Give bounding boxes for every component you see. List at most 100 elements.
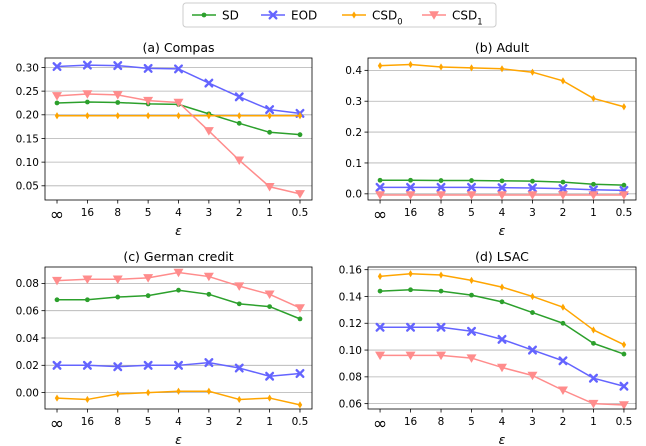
data-point [527, 183, 537, 193]
data-point [113, 362, 123, 372]
legend-label: CSD0 [372, 9, 403, 27]
data-point [375, 322, 385, 332]
data-point [234, 363, 244, 373]
data-point [145, 293, 151, 299]
data-point [527, 191, 538, 200]
series [52, 60, 305, 118]
series [52, 90, 305, 199]
x-tick-label: 0.5 [616, 416, 633, 428]
y-tick-label: 0.10 [339, 345, 362, 357]
data-point [294, 304, 305, 313]
data-point [115, 294, 121, 300]
series [377, 287, 627, 357]
series [54, 287, 303, 322]
data-point [557, 191, 568, 200]
data-point [469, 276, 474, 284]
data-point [591, 340, 596, 346]
data-point [621, 182, 627, 188]
data-point [297, 132, 303, 138]
data-point [436, 182, 446, 192]
x-tick-label: 5 [468, 416, 475, 428]
series [54, 112, 303, 120]
chart-panel: 0.00 0.02 0.04 0.06 0.08 ∞ 16 8 5 4 3 2 1 0.5 (c) Germ… [16, 249, 313, 446]
data-point [499, 65, 505, 73]
data-point [112, 275, 123, 285]
x-axis-label: ε [499, 223, 506, 238]
data-point [469, 64, 474, 72]
x-tick-label: 2 [560, 416, 567, 428]
data-point [54, 297, 60, 303]
series [54, 387, 303, 409]
series [377, 177, 627, 188]
data-point [267, 129, 273, 135]
data-point [591, 181, 596, 187]
legend-marker [351, 11, 357, 19]
data-point [497, 334, 507, 344]
legend-label: CSD1 [452, 9, 483, 27]
data-point [530, 178, 535, 184]
y-tick-label: 0.04 [16, 333, 40, 345]
chart-title: (b) Adult [475, 40, 529, 55]
x-tick-label: 2 [236, 207, 243, 219]
data-point [237, 112, 242, 120]
legend-marker [429, 11, 439, 20]
data-point [436, 191, 447, 200]
data-point [557, 386, 568, 395]
x-tick-label: 3 [529, 207, 536, 219]
series-line [380, 326, 625, 387]
x-tick-label: 3 [206, 416, 213, 428]
data-point [236, 301, 242, 307]
panels: 0.050.100.150.200.250.30∞ 16 8 5 4 3 2 1 0.5(a) … [16, 40, 637, 446]
x-tick-label: 3 [529, 416, 536, 428]
data-point [82, 90, 93, 99]
data-point [82, 275, 93, 285]
chart-panel: 0.05 0.10 0.15 0.20 0.25 0.30 ∞ 16 8 5 4 3 2 1 0.5 (a) … [16, 40, 313, 238]
series [377, 270, 627, 349]
data-point [530, 310, 535, 315]
chart-title: (a) Compas [142, 40, 214, 55]
data-point [466, 191, 477, 200]
data-point [375, 182, 385, 192]
data-point [438, 271, 444, 279]
y-tick-label: 0.12 [339, 318, 362, 330]
data-point [621, 341, 627, 349]
data-point [497, 183, 507, 193]
series [375, 351, 629, 410]
data-point [405, 191, 416, 200]
data-point [264, 182, 275, 192]
chart-title: (c) German credit [123, 249, 233, 264]
legend-entry: CSD1 [422, 9, 483, 27]
data-point [405, 351, 416, 361]
y-tick-label: 0.14 [339, 291, 363, 303]
data-point [560, 320, 566, 326]
data-point [143, 63, 153, 73]
data-point [84, 99, 90, 105]
data-point [237, 395, 242, 404]
data-point [438, 178, 444, 183]
data-point [406, 322, 416, 332]
y-tick-label: 0.20 [16, 110, 39, 122]
data-point [560, 303, 566, 311]
data-point [530, 292, 535, 301]
x-tick-label: 5 [468, 207, 475, 219]
data-point [527, 345, 537, 355]
data-point [436, 322, 446, 332]
y-tick-label: 0.08 [16, 278, 39, 290]
series [375, 182, 629, 195]
x-tick-label: 8 [114, 416, 121, 428]
legend-frame [182, 2, 497, 28]
data-point [234, 92, 244, 102]
data-point [174, 64, 183, 74]
data-point [588, 191, 599, 200]
x-axis-label: ε [175, 223, 182, 238]
data-point [267, 304, 273, 309]
y-tick-label: 0.08 [339, 372, 362, 384]
data-point [588, 373, 598, 383]
series-line [380, 289, 625, 355]
data-point [54, 394, 60, 402]
x-tick-label: 1 [590, 207, 597, 219]
data-point [436, 351, 447, 361]
data-point [297, 316, 303, 322]
x-tick-label: 2 [236, 416, 243, 428]
